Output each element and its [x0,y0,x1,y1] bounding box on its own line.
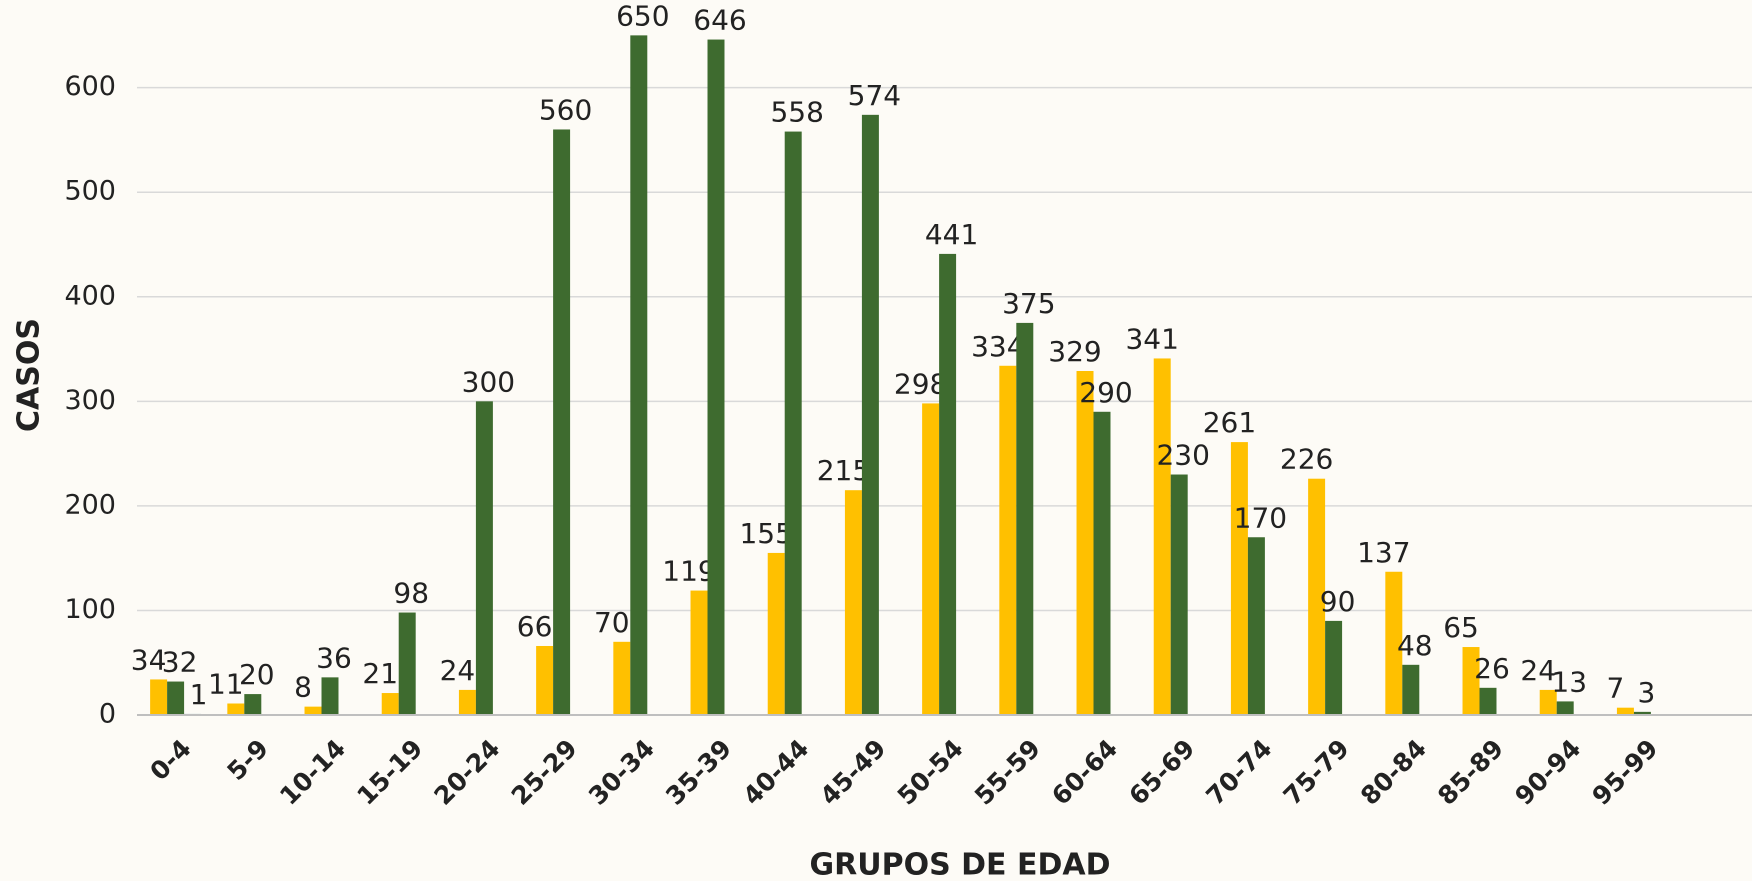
data-label: 170 [1234,501,1287,534]
data-label: 329 [1048,335,1101,368]
data-label: 26 [1474,652,1510,685]
y-tick-label: 0 [99,699,116,730]
data-label: 560 [539,93,592,126]
data-label: 8 [294,671,312,704]
bar [1633,711,1651,715]
data-label: 230 [1156,439,1209,472]
data-label: 119 [662,555,715,588]
bar [227,703,245,715]
bar [1385,571,1403,715]
data-label: 558 [770,96,823,129]
data-label: 215 [817,454,870,487]
data-label: 36 [316,641,352,674]
bar [844,490,862,715]
y-tick-label: 600 [64,71,116,102]
bar [244,694,262,715]
data-label: 290 [1079,376,1132,409]
bar [1093,411,1111,715]
bar [767,552,785,715]
y-tick-label: 500 [64,176,116,207]
bar [458,689,476,715]
data-label: 155 [739,517,792,550]
data-label: 21 [362,657,398,690]
bar [1076,371,1094,715]
data-label: 334 [971,330,1024,363]
data-label: 574 [848,79,901,112]
bar [613,641,631,715]
data-label: 646 [693,4,746,37]
bar [321,677,339,715]
data-label: 11 [208,667,244,700]
x-axis-title: GRUPOS DE EDAD [810,848,1111,881]
data-label: 300 [462,365,515,398]
y-axis-title: CASOS [12,318,47,432]
data-label: 98 [393,577,429,610]
data-label: 375 [1002,287,1055,320]
bar [1616,707,1634,715]
data-label: 48 [1397,629,1433,662]
data-label: 261 [1203,406,1256,439]
bar [1479,687,1497,715]
data-label: 24 [440,654,476,687]
bar [707,39,725,716]
data-label: 90 [1320,585,1356,618]
bar [553,129,571,715]
bar [1170,474,1188,715]
data-label: 298 [894,367,947,400]
bar [1247,537,1265,715]
data-label: 226 [1280,443,1333,476]
bar [150,679,168,715]
y-tick-label: 200 [64,489,116,520]
bar [1016,322,1034,715]
bar [1325,620,1343,715]
data-label: 70 [594,606,630,639]
data-label: 34 [131,643,167,676]
bar [1402,664,1420,715]
data-label: 65 [1443,611,1479,644]
bar [304,706,322,715]
data-label: 441 [925,218,978,251]
bar [1539,689,1557,715]
data-label: 137 [1357,536,1410,569]
y-tick-label: 400 [64,280,116,311]
bar [939,253,957,716]
data-label: 650 [616,0,669,32]
bar [861,114,879,716]
y-tick-label: 300 [64,385,116,416]
data-label: 66 [517,610,553,643]
bar [1556,701,1574,715]
bar [999,365,1017,715]
bar [922,403,940,715]
bar [536,645,554,715]
data-label: 1 [190,678,208,711]
bar [784,131,802,715]
data-label: 32 [162,646,198,679]
bar [1230,442,1248,715]
data-label: 13 [1551,665,1587,698]
data-label: 341 [1125,322,1178,355]
bar [1153,358,1171,715]
bar [1308,478,1326,715]
bar [475,401,493,715]
data-label: 24 [1520,654,1556,687]
bar [630,35,648,715]
bar [381,693,399,715]
data-label: 20 [239,658,275,691]
bar [1462,647,1480,715]
data-label: 3 [1637,676,1655,709]
y-tick-label: 100 [64,594,116,625]
bar [167,681,185,715]
bar [398,612,416,715]
bar [690,590,708,715]
data-label: 7 [1607,672,1625,705]
